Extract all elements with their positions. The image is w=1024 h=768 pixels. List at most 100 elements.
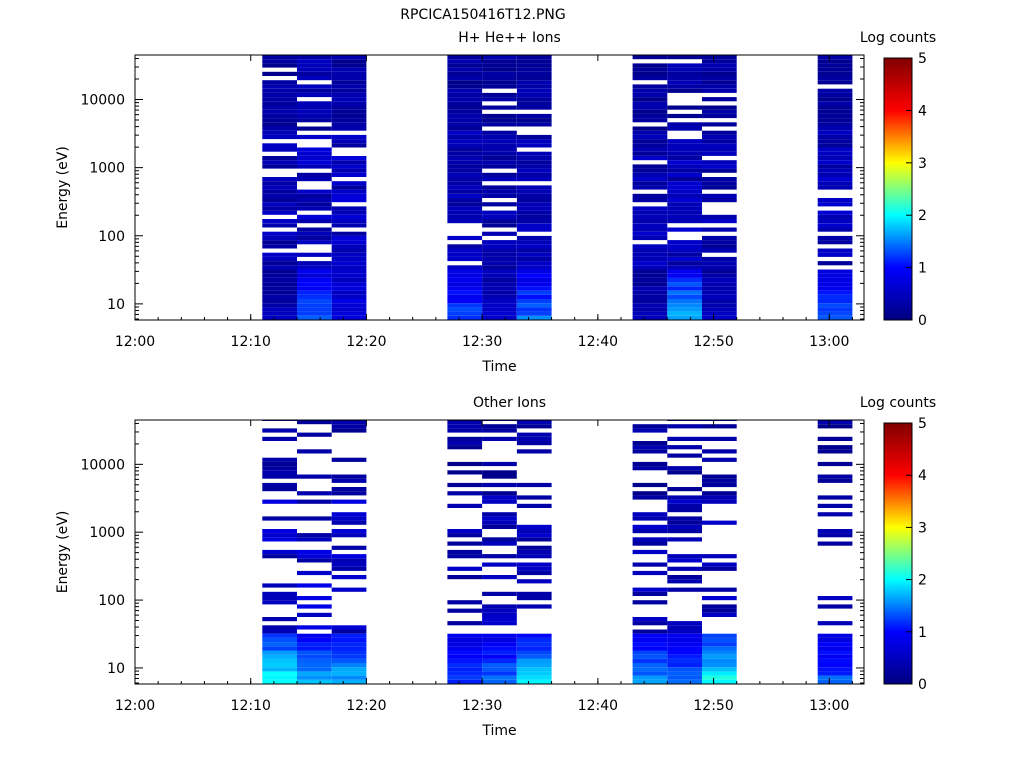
heatmap-cell: [297, 235, 332, 241]
heatmap-cell: [516, 67, 552, 72]
heatmap-cell: [297, 160, 332, 165]
heatmap-cell: [447, 80, 483, 85]
heatmap-cell: [516, 432, 552, 437]
heatmap-cell: [516, 97, 552, 102]
heatmap-cell: [667, 248, 702, 253]
heatmap-cell: [447, 126, 483, 131]
heatmap-cell: [482, 223, 517, 228]
heatmap-cell: [702, 587, 737, 592]
heatmap-cell: [516, 549, 552, 555]
heatmap-cell: [667, 181, 702, 186]
heatmap-cell: [667, 575, 702, 580]
heatmap-cell: [632, 299, 668, 304]
heatmap-cell: [482, 59, 517, 64]
heatmap-cell: [632, 633, 668, 638]
heatmap-cell: [482, 248, 517, 253]
heatmap-cell: [702, 71, 737, 76]
heatmap-cell: [447, 315, 483, 320]
heatmap-cell: [632, 67, 668, 72]
heatmap-cell: [262, 105, 297, 110]
colorbar: 0 1 2 3 4 5 Log counts: [860, 395, 936, 693]
heatmap-cell: [817, 512, 853, 517]
heatmap-cell: [262, 596, 297, 601]
heatmap-cell: [702, 139, 737, 144]
x-tick-label: 12:10: [231, 698, 271, 714]
heatmap-cell: [262, 193, 297, 198]
heatmap-cell: [297, 474, 332, 479]
heatmap-cell: [331, 248, 367, 253]
heatmap-cell: [667, 214, 702, 219]
heatmap-cell: [331, 658, 367, 664]
heatmap-cell: [817, 311, 853, 316]
heatmap-cell: [331, 558, 367, 563]
heatmap-cell: [702, 63, 737, 68]
heatmap-cell: [482, 151, 517, 156]
heatmap-cell: [817, 596, 853, 601]
heatmap-cell: [447, 621, 483, 626]
heatmap-cell: [632, 273, 668, 278]
heatmap-cell: [331, 143, 367, 148]
heatmap-cell: [817, 219, 853, 224]
heatmap-cell: [632, 646, 668, 651]
heatmap-cell: [632, 55, 668, 60]
heatmap-cell: [331, 299, 367, 304]
heatmap-cell: [297, 299, 332, 304]
heatmap-cell: [331, 164, 367, 169]
heatmap-cell: [262, 177, 297, 182]
heatmap-cell: [297, 240, 332, 245]
heatmap-cell: [447, 202, 483, 207]
heatmap-cell: [702, 97, 737, 102]
heatmap-cell: [516, 482, 552, 488]
heatmap-cell: [447, 269, 483, 274]
heatmap-cell: [702, 261, 737, 266]
heatmap-cell: [516, 637, 552, 643]
heatmap-cell: [447, 420, 483, 425]
heatmap-cell: [667, 587, 702, 592]
heatmap-cell: [817, 126, 853, 131]
heatmap-cell: [516, 671, 552, 676]
heatmap-cell: [482, 679, 517, 684]
heatmap-cell: [482, 671, 517, 676]
heatmap-cell: [516, 633, 552, 638]
heatmap-cell: [331, 240, 367, 245]
heatmap-cell: [516, 139, 552, 144]
heatmap-cell: [667, 466, 702, 471]
heatmap-cell: [482, 562, 517, 567]
heatmap-cell: [262, 84, 297, 89]
heatmap-cell: [516, 76, 552, 81]
heatmap-cell: [817, 286, 853, 291]
heatmap-cell: [702, 134, 737, 140]
heatmap-cell: [667, 139, 702, 144]
heatmap-cell: [702, 637, 737, 643]
heatmap-cell: [331, 650, 367, 655]
heatmap-cell: [516, 164, 552, 169]
heatmap-cell: [632, 428, 668, 433]
heatmap-cell: [702, 55, 737, 60]
heatmap-cell: [297, 134, 332, 140]
heatmap-cell: [516, 554, 552, 559]
heatmap-cell: [817, 277, 853, 283]
heatmap-cell: [262, 185, 297, 190]
heatmap-cell: [516, 449, 552, 454]
heatmap-cell: [297, 151, 332, 156]
heatmap-cell: [632, 650, 668, 655]
heatmap-cell: [447, 71, 483, 76]
heatmap-cell: [632, 482, 668, 488]
heatmap-cell: [632, 307, 668, 312]
heatmap-cell: [447, 491, 483, 496]
heatmap-cell: [447, 189, 483, 194]
heatmap-cell: [702, 671, 737, 676]
heatmap-cell: [331, 679, 367, 684]
heatmap-cell: [817, 642, 853, 647]
heatmap-cell: [632, 277, 668, 283]
x-tick-label: 12:40: [578, 334, 618, 350]
heatmap-cell: [297, 294, 332, 299]
heatmap-cell: [632, 130, 668, 135]
heatmap-cell: [667, 122, 702, 127]
heatmap-cell: [331, 261, 367, 266]
heatmap-cell: [262, 206, 297, 211]
heatmap-cell: [516, 71, 552, 76]
heatmap-cell: [702, 151, 737, 156]
heatmap-cell: [447, 109, 483, 114]
heatmap-cell: [482, 658, 517, 664]
